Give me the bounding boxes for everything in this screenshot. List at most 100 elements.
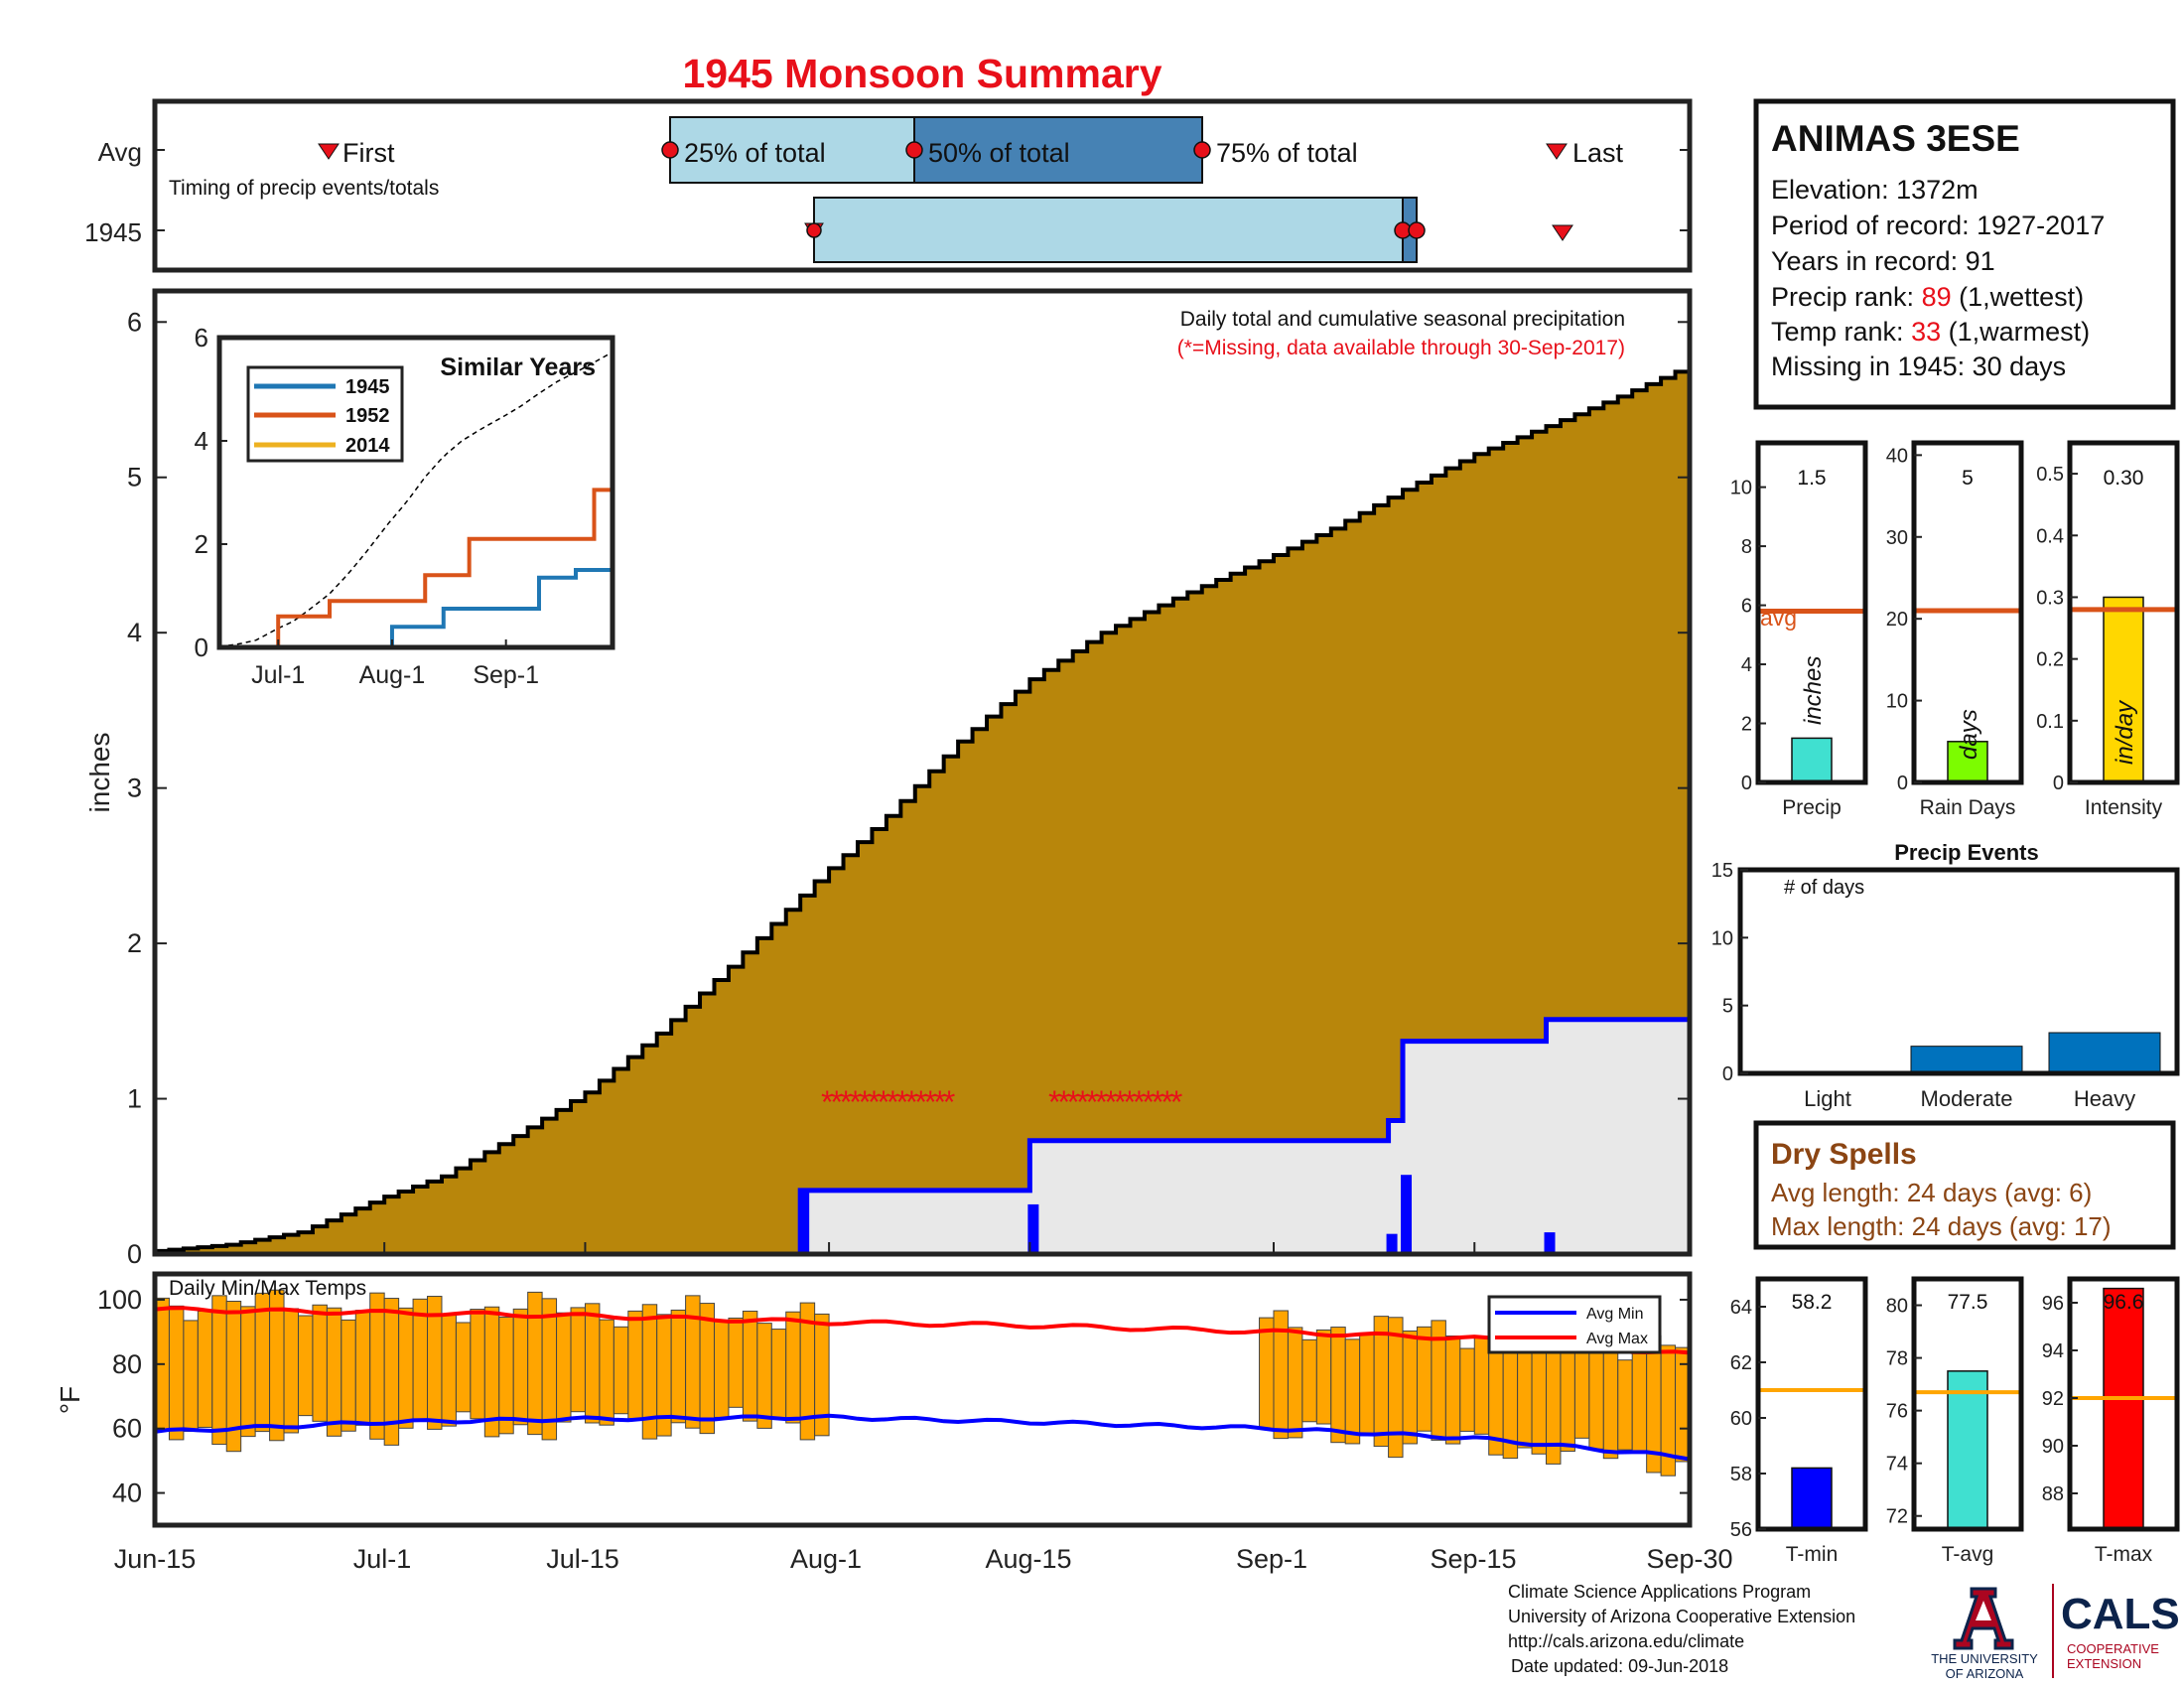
events-tick-label-2: 10 xyxy=(1711,927,1733,949)
timing-caption: Timing of precip events/totals xyxy=(169,177,439,200)
temp-panel-frame xyxy=(152,1271,1693,1528)
temp-bar-0-24 xyxy=(498,1317,514,1435)
dry-spells-box: Dry Spells Avg length: 24 days (avg: 6) … xyxy=(1753,1120,2176,1250)
inset-x-tick-label-2: Sep-1 xyxy=(473,661,539,689)
station-temp-rank: Temp rank: 33 (1,warmest) xyxy=(1771,317,2090,347)
inset-title: Similar Years xyxy=(440,353,596,381)
intensity-y-ticks: 0 0.1 0.2 0.3 0.4 0.5 xyxy=(2036,464,2078,794)
temp-bar-1-102 xyxy=(1617,1359,1633,1451)
temp-title: Daily Min/Max Temps xyxy=(169,1277,366,1300)
temperature-panel: 40 60 80 100 Daily Min/Max Temps °F Avg Min… xyxy=(55,1271,1693,1528)
intensity-bar xyxy=(2103,596,2144,783)
station-period: Period of record: 1927-2017 xyxy=(1771,211,2105,240)
temp-y-tick-label-0: 40 xyxy=(112,1478,142,1508)
tmin-panel: 58.2 56 58 60 62 64 T-min xyxy=(1730,1276,1868,1566)
tmin-tick-label-4: 64 xyxy=(1730,1297,1752,1319)
daily-precip-bar-4 xyxy=(1544,1232,1556,1254)
temp-bar-1-95 xyxy=(1517,1337,1533,1449)
intensity-label: Intensity xyxy=(2085,796,2163,819)
tavg-panel: 77.5 72 74 76 78 80 T-avg xyxy=(1886,1276,2024,1566)
intensity-tick-label-4: 0.4 xyxy=(2036,525,2064,547)
events-cat-moderate: Moderate xyxy=(1921,1086,2013,1111)
main-y-label: inches xyxy=(84,733,115,813)
temp-bar-1-80 xyxy=(1301,1338,1317,1423)
figure-title: 1945 Monsoon Summary xyxy=(682,51,1161,96)
similar-years-inset: 0 2 4 6 Jul-1 Aug-1 Sep-1 Similar Years 1945 1… xyxy=(195,323,615,689)
main-y-tick-label-3: 3 xyxy=(127,774,142,803)
precip-tick-label-1: 2 xyxy=(1741,714,1752,736)
tavg-tick-label-3: 78 xyxy=(1886,1348,1908,1370)
temp-legend: Avg Min Avg Max xyxy=(1487,1295,1662,1354)
daily-precip-bar-3 xyxy=(1401,1175,1413,1254)
temp-bar-0-13 xyxy=(341,1319,356,1432)
station-years: Years in record: 91 xyxy=(1771,246,1995,276)
temp-y-tick-label-2: 80 xyxy=(112,1349,142,1379)
inset-y-tick-label-3: 6 xyxy=(195,323,208,352)
precip-events-panel: Precip Events 0 5 10 15 # of days Light Mod… xyxy=(1711,840,2180,1111)
events-bar-heavy xyxy=(2048,1032,2161,1074)
tmax-tick-label-1: 90 xyxy=(2042,1436,2064,1458)
tmax-value: 96.6 xyxy=(2104,1291,2144,1314)
precip-unit: inches xyxy=(1800,656,1827,725)
temp-bar-0-32 xyxy=(613,1326,629,1415)
x-tick-aug15: Aug-15 xyxy=(985,1544,1071,1574)
x-axis-labels: Jun-15 Jul-1 Jul-15 Aug-1 Aug-15 Sep-1 S… xyxy=(114,1544,1733,1574)
temp-bar-0-28 xyxy=(556,1312,572,1423)
timing-1945-bar xyxy=(813,197,1405,263)
precip-tick-label-2: 4 xyxy=(1741,654,1752,676)
temp-bar-1-85 xyxy=(1373,1316,1390,1448)
raindays-unit: days xyxy=(1956,709,1982,760)
temp-bar-1-103 xyxy=(1631,1346,1648,1454)
avg-max-line xyxy=(155,1306,1690,1355)
events-tick-label-1: 5 xyxy=(1722,996,1733,1018)
precip-rank-prefix: Precip rank: xyxy=(1771,282,1922,312)
timing-last-label: Last xyxy=(1572,138,1624,168)
temp-bar-0-1 xyxy=(168,1305,185,1441)
avg-cumulative-area xyxy=(155,363,1690,1254)
tmin-tick-label-2: 60 xyxy=(1730,1408,1752,1430)
timing-row-avg-label: Avg xyxy=(98,137,142,167)
ua-line-1: THE UNIVERSITY xyxy=(1931,1651,2038,1666)
temp-bar-1-87 xyxy=(1402,1330,1418,1445)
temp-bar-1-79 xyxy=(1287,1327,1303,1439)
events-cat-heavy: Heavy xyxy=(2074,1086,2135,1111)
raindays-tick-label-1: 10 xyxy=(1886,691,1908,713)
station-missing: Missing in 1945: 30 days xyxy=(1771,352,2066,381)
cals-coop-1: COOPERATIVE xyxy=(2067,1641,2159,1656)
tmin-tick-label-3: 62 xyxy=(1730,1352,1752,1374)
temp-bar-1-88 xyxy=(1416,1326,1433,1432)
temp-bar-0-43 xyxy=(770,1329,787,1420)
university-of-arizona-logo: THE UNIVERSITY OF ARIZONA xyxy=(1931,1587,2038,1681)
precip-rank-suffix: (1,wettest) xyxy=(1952,282,2085,312)
intensity-tick-label-1: 0.1 xyxy=(2036,711,2064,733)
intensity-value: 0.30 xyxy=(2104,467,2144,490)
precip-tick-label-3: 6 xyxy=(1741,596,1752,618)
temp-bar-0-46 xyxy=(814,1313,830,1437)
main-note-2: (*=Missing, data available through 30-Se… xyxy=(1177,337,1625,359)
ua-line-2: OF ARIZONA xyxy=(1946,1666,2024,1681)
raindays-tick-label-4: 40 xyxy=(1886,445,1908,467)
legend-avg-min: Avg Min xyxy=(1586,1306,1644,1323)
temp-bar-0-21 xyxy=(455,1322,472,1413)
events-bars xyxy=(1910,1032,2161,1074)
temp-bar-0-41 xyxy=(742,1310,758,1422)
tmax-tick-label-0: 88 xyxy=(2042,1483,2064,1505)
footer-line-2: University of Arizona Cooperative Extens… xyxy=(1508,1607,1855,1626)
temp-bar-1-99 xyxy=(1573,1341,1590,1439)
temp-bar-0-12 xyxy=(326,1307,342,1437)
footer-line-4: Date updated: 09-Jun-2018 xyxy=(1511,1656,1728,1676)
temp-bar-0-39 xyxy=(713,1320,730,1418)
events-bar-moderate xyxy=(1910,1046,2023,1074)
temp-y-tick-label-1: 60 xyxy=(112,1414,142,1444)
temp-bar-1-82 xyxy=(1330,1327,1346,1444)
temp-bar-1-91 xyxy=(1459,1347,1475,1432)
main-y-tick-label-1: 1 xyxy=(127,1084,142,1114)
raindays-label: Rain Days xyxy=(1920,796,2016,819)
timing-p50-label: 50% of total xyxy=(928,138,1070,168)
temp-bar-1-92 xyxy=(1473,1336,1490,1435)
main-note-1: Daily total and cumulative seasonal prec… xyxy=(1180,308,1625,331)
intensity-unit: in/day xyxy=(2112,699,2138,765)
temp-bar-0-25 xyxy=(512,1308,529,1426)
temp-y-tick-label-3: 100 xyxy=(97,1285,142,1315)
temp-bar-1-98 xyxy=(1560,1341,1575,1453)
